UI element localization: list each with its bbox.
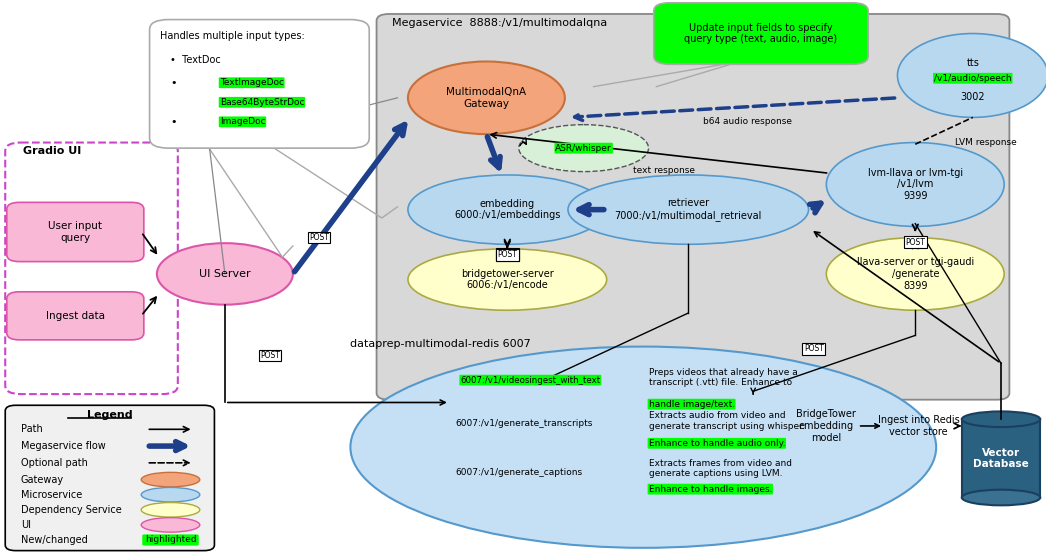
- Text: Dependency Service: Dependency Service: [21, 505, 121, 515]
- Text: ASR/whisper: ASR/whisper: [555, 144, 612, 153]
- Text: Vector
Database: Vector Database: [973, 448, 1029, 469]
- Text: Optional path: Optional path: [21, 458, 88, 468]
- Text: Handles multiple input types:: Handles multiple input types:: [160, 31, 304, 41]
- Ellipse shape: [826, 143, 1004, 226]
- Text: •: •: [170, 117, 177, 127]
- Text: Gradio UI: Gradio UI: [23, 146, 82, 156]
- Text: Gateway: Gateway: [21, 475, 64, 485]
- Text: text response: text response: [633, 166, 696, 175]
- Bar: [962, 419, 1040, 498]
- Text: •: •: [170, 78, 177, 88]
- Text: b64 audio response: b64 audio response: [703, 117, 793, 126]
- Text: LVM response: LVM response: [955, 138, 1017, 147]
- Ellipse shape: [408, 175, 607, 244]
- Text: Megaservice  8888:/v1/multimodalqna: Megaservice 8888:/v1/multimodalqna: [392, 18, 608, 29]
- FancyBboxPatch shape: [6, 202, 144, 262]
- Text: 3002: 3002: [960, 92, 985, 102]
- Text: UI Server: UI Server: [199, 269, 251, 279]
- Text: dataprep-multimodal-redis 6007: dataprep-multimodal-redis 6007: [350, 339, 531, 349]
- Text: 6007:/v1/generate_captions: 6007:/v1/generate_captions: [455, 468, 583, 477]
- Text: Extracts frames from video and
generate captions using LVM.: Extracts frames from video and generate …: [649, 459, 792, 478]
- FancyBboxPatch shape: [5, 405, 214, 551]
- Text: Preps videos that already have a
transcript (.vtt) file. Enhance to: Preps videos that already have a transcr…: [649, 368, 797, 387]
- Ellipse shape: [826, 238, 1004, 310]
- Text: Ingest into Redis
vector store: Ingest into Redis vector store: [878, 415, 959, 437]
- Text: BridgeTower
embedding
model: BridgeTower embedding model: [796, 409, 857, 443]
- Text: llava-server or tgi-gaudi
/generate
8399: llava-server or tgi-gaudi /generate 8399: [857, 257, 974, 291]
- FancyBboxPatch shape: [150, 20, 369, 148]
- Text: Base64ByteStrDoc: Base64ByteStrDoc: [220, 98, 304, 107]
- Ellipse shape: [141, 503, 200, 517]
- FancyBboxPatch shape: [654, 3, 868, 64]
- Text: POST: POST: [803, 344, 824, 353]
- Text: Extracts audio from video and
generate transcript using whisper.: Extracts audio from video and generate t…: [649, 411, 804, 430]
- Ellipse shape: [408, 249, 607, 310]
- Text: /v1/audio/speech: /v1/audio/speech: [934, 74, 1011, 83]
- Text: TextImageDoc: TextImageDoc: [220, 78, 283, 87]
- Text: lvm-llava or lvm-tgi
/v1/lvm
9399: lvm-llava or lvm-tgi /v1/lvm 9399: [868, 168, 962, 201]
- Text: UI: UI: [21, 520, 31, 530]
- FancyBboxPatch shape: [142, 534, 199, 546]
- Text: handle image/text.: handle image/text.: [649, 400, 734, 409]
- Text: User input
query: User input query: [48, 221, 103, 243]
- Text: POST: POST: [259, 351, 280, 360]
- Text: New/changed: New/changed: [21, 535, 88, 545]
- Text: Enhance to handle audio only.: Enhance to handle audio only.: [649, 439, 786, 448]
- Text: POST: POST: [309, 233, 329, 242]
- Text: POST: POST: [905, 238, 926, 247]
- Ellipse shape: [141, 518, 200, 532]
- Ellipse shape: [961, 411, 1040, 427]
- Text: tts: tts: [967, 58, 979, 68]
- Text: MultimodalQnA
Gateway: MultimodalQnA Gateway: [447, 87, 526, 108]
- Text: POST: POST: [497, 250, 518, 259]
- Ellipse shape: [350, 347, 936, 548]
- Text: Update input fields to specify
query type (text, audio, image): Update input fields to specify query typ…: [684, 23, 838, 44]
- Ellipse shape: [519, 125, 649, 172]
- Text: bridgetower-server
6006:/v1/encode: bridgetower-server 6006:/v1/encode: [461, 269, 553, 290]
- Text: Enhance to handle images.: Enhance to handle images.: [649, 485, 772, 494]
- Ellipse shape: [897, 34, 1046, 117]
- Text: 6007:/v1/generate_transcripts: 6007:/v1/generate_transcripts: [455, 419, 592, 428]
- FancyBboxPatch shape: [377, 14, 1009, 400]
- Text: POST: POST: [497, 251, 518, 260]
- Text: ImageDoc: ImageDoc: [220, 117, 266, 126]
- Text: Ingest data: Ingest data: [46, 311, 105, 321]
- Text: •  TextDoc: • TextDoc: [170, 55, 222, 65]
- FancyBboxPatch shape: [6, 292, 144, 340]
- Text: Megaservice flow: Megaservice flow: [21, 441, 106, 451]
- Ellipse shape: [961, 490, 1040, 505]
- Ellipse shape: [157, 243, 293, 305]
- Text: Legend: Legend: [87, 410, 133, 420]
- Ellipse shape: [141, 487, 200, 502]
- Text: retriever
7000:/v1/multimodal_retrieval: retriever 7000:/v1/multimodal_retrieval: [615, 198, 761, 221]
- Text: POST: POST: [497, 250, 518, 259]
- Text: 6007:/v1/videosingest_with_text: 6007:/v1/videosingest_with_text: [460, 376, 600, 385]
- Ellipse shape: [141, 472, 200, 487]
- Ellipse shape: [408, 61, 565, 134]
- Text: Microservice: Microservice: [21, 490, 83, 500]
- Ellipse shape: [568, 175, 809, 244]
- Text: Path: Path: [21, 424, 43, 434]
- Text: embedding
6000:/v1/embeddings: embedding 6000:/v1/embeddings: [454, 199, 561, 220]
- Text: highlighted: highlighted: [144, 536, 197, 544]
